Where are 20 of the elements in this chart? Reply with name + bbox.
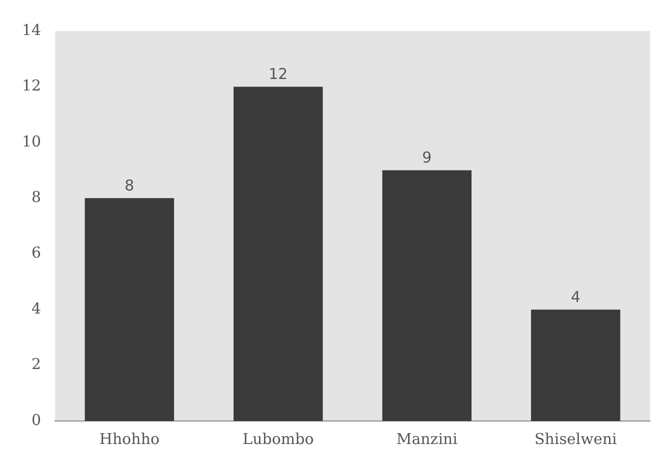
y-tick-label: 8 (32, 188, 42, 206)
bar (531, 310, 620, 421)
data-label: 4 (570, 288, 580, 306)
bar (382, 170, 472, 421)
data-label: 12 (268, 65, 288, 84)
y-tick-label: 6 (32, 244, 42, 262)
bar (234, 86, 323, 421)
x-tick-label: Shiselweni (534, 430, 617, 448)
x-tick-label: Hhohho (99, 430, 160, 448)
y-tick-label: 10 (22, 132, 42, 150)
data-label: 8 (124, 176, 134, 195)
y-tick-label: 4 (32, 299, 42, 318)
y-tick-label: 14 (22, 20, 42, 39)
y-tick-label: 2 (32, 355, 42, 374)
x-tick-label: Lubombo (242, 430, 314, 448)
x-tick-label: Manzini (396, 430, 458, 448)
bar (84, 198, 174, 421)
y-tick-label: 0 (32, 410, 42, 429)
y-tick-label: 12 (22, 76, 42, 95)
data-label: 9 (422, 148, 432, 167)
